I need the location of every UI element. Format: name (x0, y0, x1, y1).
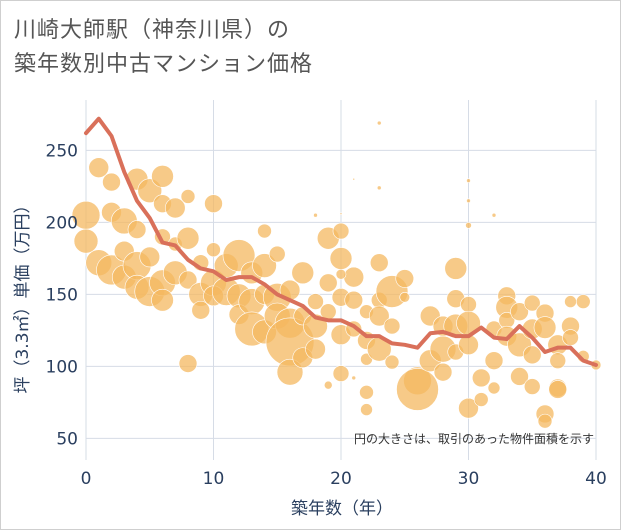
bubble-26 (176, 226, 200, 250)
bubble-114 (523, 294, 541, 312)
bubble-45 (252, 253, 277, 278)
bubble-11 (127, 220, 147, 239)
bubble-27 (178, 354, 198, 373)
bubble-4 (102, 172, 121, 192)
bubble-33 (206, 242, 221, 258)
y-tick-label-1: 100 (46, 357, 78, 377)
bubble-123 (549, 352, 567, 369)
bubble-layer (71, 120, 602, 429)
bubble-83 (383, 317, 401, 335)
bubble-135 (466, 178, 471, 183)
bubble-71 (344, 290, 364, 310)
bubble-106 (487, 381, 501, 395)
bubble-133 (376, 120, 382, 126)
bubble-141 (339, 212, 343, 216)
bubble-62 (318, 273, 338, 293)
y-axis-label: 坪（3.3㎡）単価（万円） (13, 196, 33, 393)
x-tick-labels: 0 10 20 30 40 (81, 469, 607, 489)
bubble-132 (335, 268, 347, 280)
bubble-65 (332, 222, 350, 240)
bubble-116 (522, 345, 542, 365)
bubble-58 (307, 293, 324, 310)
average-price-line (84, 116, 598, 367)
bubble-119 (533, 316, 557, 339)
x-tick-label-4: 40 (585, 469, 607, 489)
bubble-117 (523, 378, 541, 395)
bubble-17 (151, 165, 174, 188)
bubble-21 (151, 288, 174, 312)
bubble-88 (396, 368, 439, 411)
bubble-128 (562, 329, 579, 346)
bubble-28 (178, 270, 198, 290)
bubble-103 (473, 392, 489, 407)
bubble-111 (510, 302, 529, 321)
bubble-69 (332, 365, 350, 382)
size-legend-note: 円の大きさは、取引のあった物件面積を示す (354, 431, 594, 446)
y-tick-label-2: 150 (46, 285, 78, 305)
chart-title-line1: 川崎大師駅（神奈川県）の (14, 18, 291, 43)
bubble-1 (73, 228, 99, 254)
bubble-129 (575, 294, 591, 309)
bubble-31 (191, 300, 211, 320)
bubble-134 (376, 185, 382, 191)
bubble-94 (444, 257, 468, 280)
bubble-105 (484, 351, 504, 370)
y-tick-label-3: 200 (46, 213, 78, 233)
bubble-84 (384, 354, 400, 370)
bubble-136 (466, 198, 471, 204)
bubble-78 (369, 253, 389, 273)
bubble-137 (465, 221, 472, 229)
bubble-22 (164, 197, 186, 219)
bubble-93 (433, 362, 453, 382)
y-tick-labels: 50 100 150 200 250 (46, 141, 78, 449)
bubble-142 (351, 375, 357, 381)
x-tick-label-2: 20 (330, 469, 352, 489)
bubble-138 (491, 212, 497, 218)
bubble-15 (139, 246, 161, 268)
x-tick-label-3: 30 (458, 469, 480, 489)
bubble-76 (359, 385, 374, 400)
bubble-121 (537, 413, 553, 429)
bubble-113 (510, 367, 529, 386)
bubble-70 (343, 266, 365, 288)
bubble-25 (180, 189, 196, 204)
bubble-86 (399, 291, 411, 303)
y-tick-label-4: 250 (46, 141, 78, 161)
bubble-126 (564, 295, 577, 308)
bubble-139 (313, 212, 318, 218)
bubble-32 (204, 194, 223, 213)
bubble-77 (360, 403, 373, 416)
average-line-layer (84, 116, 598, 367)
bubble-85 (395, 269, 415, 288)
chart-title: 川崎大師駅（神奈川県）の 築年数別中古マンション価格 (14, 14, 313, 82)
bubble-140 (352, 177, 356, 181)
bubble-98 (460, 296, 477, 313)
y-tick-label-0: 50 (56, 429, 78, 449)
x-tick-label-0: 0 (81, 469, 92, 489)
bubble-2 (88, 157, 110, 178)
x-axis-label: 築年数（年） (291, 499, 393, 519)
bubble-64 (323, 380, 333, 390)
bubble-80 (368, 305, 390, 327)
bubble-101 (458, 397, 479, 419)
x-tick-label-1: 10 (203, 469, 225, 489)
bubble-66 (329, 247, 353, 270)
chart-title-line2: 築年数別中古マンション価格 (14, 52, 314, 77)
bubble-44 (257, 223, 272, 239)
bubble-48 (268, 245, 286, 263)
bubble-60 (305, 338, 326, 360)
bubble-102 (471, 368, 491, 388)
bubble-55 (291, 261, 315, 285)
bubble-125 (548, 380, 568, 399)
